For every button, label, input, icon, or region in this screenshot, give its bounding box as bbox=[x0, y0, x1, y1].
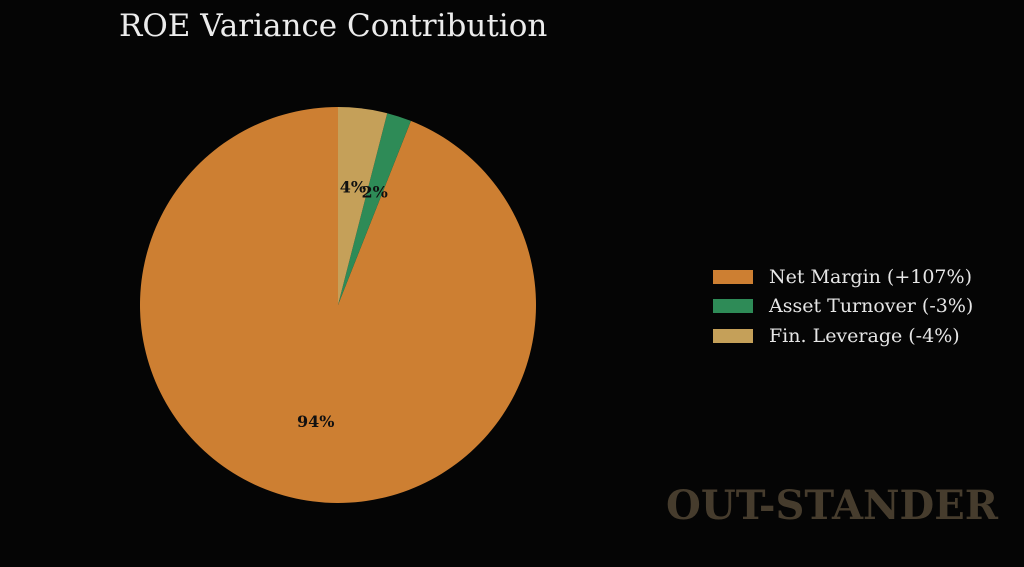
legend-item-0: Net Margin (+107%) bbox=[713, 262, 973, 292]
pie-slice-2 bbox=[338, 107, 388, 305]
pie-slice-0 bbox=[140, 107, 537, 504]
chart-legend: Net Margin (+107%) Asset Turnover (-3%) Fi… bbox=[713, 262, 973, 351]
pie-slice-label-0: 94% bbox=[297, 412, 334, 431]
legend-item-1: Asset Turnover (-3%) bbox=[713, 292, 973, 322]
legend-swatch bbox=[713, 269, 753, 284]
chart-title: ROE Variance Contribution bbox=[119, 8, 548, 44]
pie-slice-label-2: 4% bbox=[340, 178, 366, 197]
pie-slice-label-1: 2% bbox=[362, 183, 388, 202]
pie-slice-1 bbox=[338, 113, 411, 305]
legend-label: Fin. Leverage (-4%) bbox=[769, 324, 960, 347]
legend-item-2: Fin. Leverage (-4%) bbox=[713, 321, 973, 351]
pie-labels: 94% 2%4% bbox=[297, 178, 388, 432]
watermark: OUT-STANDER bbox=[666, 482, 998, 529]
legend-swatch bbox=[713, 299, 753, 314]
legend-swatch bbox=[713, 328, 753, 343]
legend-label: Net Margin (+107%) bbox=[769, 265, 972, 288]
pie-slices bbox=[140, 107, 537, 504]
legend-label: Asset Turnover (-3%) bbox=[769, 295, 974, 318]
